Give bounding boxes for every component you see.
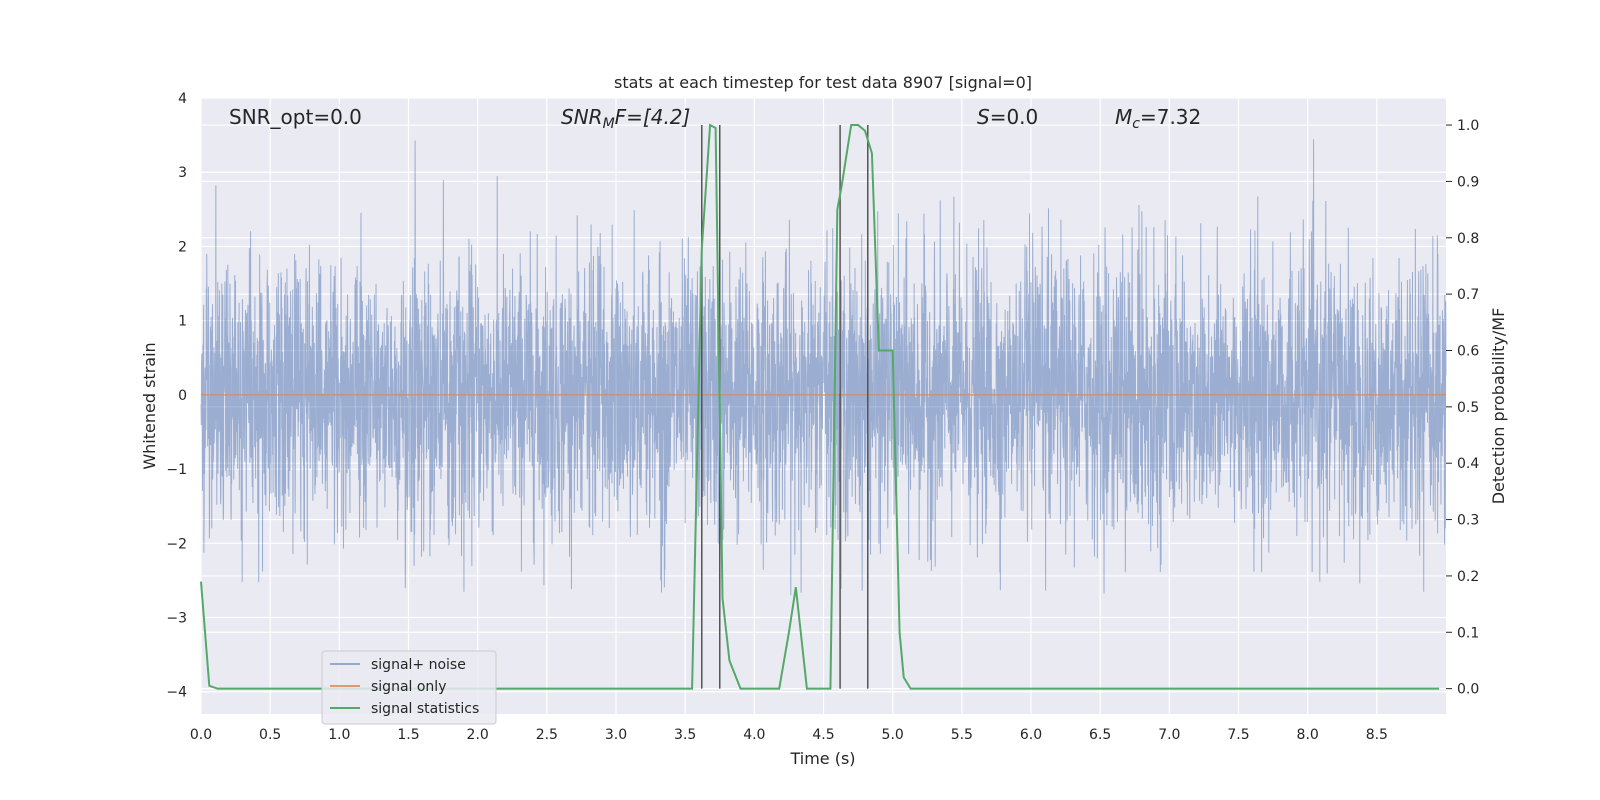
x-tick-12: 6.0 xyxy=(1020,727,1042,743)
legend-label-noise: signal+ noise xyxy=(371,657,466,673)
y-left-tick-8: 4 xyxy=(178,91,187,107)
x-axis-label: Time (s) xyxy=(789,749,855,768)
x-tick-11: 5.5 xyxy=(951,727,973,743)
x-tick-1: 0.5 xyxy=(259,727,281,743)
annotation-s: S=0.0 xyxy=(977,105,1038,129)
y-right-tick-0: 0.0 xyxy=(1457,682,1479,698)
x-tick-16: 8.0 xyxy=(1297,727,1319,743)
y-right-tick-labels: 0.0 0.1 0.2 0.3 0.4 0.5 0.6 0.7 0.8 0.9 1.0 xyxy=(1446,118,1479,698)
x-tick-17: 8.5 xyxy=(1366,727,1388,743)
y-right-tick-8: 0.8 xyxy=(1457,231,1479,247)
y-left-axis-label: Whitened strain xyxy=(140,342,159,469)
x-tick-14: 7.0 xyxy=(1158,727,1180,743)
x-tick-13: 6.5 xyxy=(1089,727,1111,743)
x-tick-10: 5.0 xyxy=(882,727,904,743)
x-tick-0: 0.0 xyxy=(190,727,212,743)
annotation-snr-opt: SNR_opt=0.0 xyxy=(229,105,362,129)
y-left-tick-labels: −4 −3 −2 −1 0 1 2 3 4 xyxy=(166,91,187,701)
y-right-tick-3: 0.3 xyxy=(1457,513,1479,529)
y-left-tick-6: 2 xyxy=(178,239,187,255)
x-tick-8: 4.0 xyxy=(743,727,765,743)
y-left-tick-7: 3 xyxy=(178,165,187,181)
x-tick-3: 1.5 xyxy=(397,727,419,743)
x-tick-9: 4.5 xyxy=(812,727,834,743)
y-right-tick-9: 0.9 xyxy=(1457,174,1479,190)
x-tick-15: 7.5 xyxy=(1227,727,1249,743)
x-tick-labels: 0.0 0.5 1.0 1.5 2.0 2.5 3.0 3.5 4.0 4.5 5.0 5.5 6.0 6… xyxy=(190,727,1388,743)
y-right-tick-10: 1.0 xyxy=(1457,118,1479,134)
y-right-tick-7: 0.7 xyxy=(1457,287,1479,303)
x-tick-2: 1.0 xyxy=(328,727,350,743)
y-left-tick-5: 1 xyxy=(178,314,187,330)
x-tick-7: 3.5 xyxy=(674,727,696,743)
series-signal-noise xyxy=(200,139,1447,596)
annotation-mc: Mc=7.32 xyxy=(1115,105,1201,132)
series-signal-statistics xyxy=(200,123,1440,690)
legend-label-signal: signal only xyxy=(371,679,446,695)
y-right-axis-label: Detection probability/MF xyxy=(1489,308,1508,505)
y-right-tick-4: 0.4 xyxy=(1457,456,1479,472)
y-left-tick-2: −2 xyxy=(166,536,187,552)
legend: signal+ noise signal only signal statist… xyxy=(321,650,497,725)
y-left-tick-1: −3 xyxy=(166,611,187,627)
x-tick-4: 2.0 xyxy=(467,727,489,743)
annotation-snr-mf: SNRMF=[4.2] xyxy=(561,105,690,132)
y-right-tick-1: 0.1 xyxy=(1457,625,1479,641)
legend-label-stats: signal statistics xyxy=(371,701,479,717)
legend-box xyxy=(321,650,497,725)
y-right-tick-2: 0.2 xyxy=(1457,569,1479,585)
y-right-tick-6: 0.6 xyxy=(1457,343,1479,359)
x-tick-6: 3.0 xyxy=(605,727,627,743)
noise-trace xyxy=(200,139,1447,596)
y-left-tick-3: −1 xyxy=(166,462,187,478)
statistics-line xyxy=(200,123,1440,690)
x-tick-5: 2.5 xyxy=(536,727,558,743)
y-right-tick-5: 0.5 xyxy=(1457,400,1479,416)
y-left-tick-0: −4 xyxy=(166,685,187,701)
grid xyxy=(200,97,1446,714)
y-left-tick-4: 0 xyxy=(178,388,187,404)
chart-title: stats at each timestep for test data 890… xyxy=(614,73,1032,92)
